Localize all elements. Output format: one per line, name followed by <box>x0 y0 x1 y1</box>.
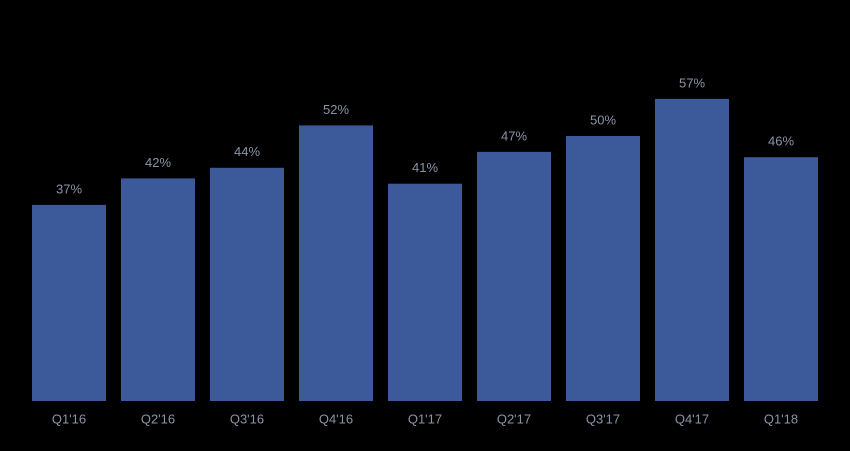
bar <box>121 178 195 401</box>
x-tick-label: Q3'16 <box>230 411 264 426</box>
bar <box>210 167 284 401</box>
value-label: 44% <box>234 144 260 159</box>
bar <box>655 98 729 402</box>
x-tick-label: Q1'16 <box>52 411 86 426</box>
value-label: 47% <box>501 128 527 143</box>
x-tick-label: Q1'17 <box>408 411 442 426</box>
value-label: 41% <box>412 160 438 175</box>
x-tick-label: Q1'18 <box>764 411 798 426</box>
value-label: 50% <box>590 112 616 127</box>
value-label: 46% <box>768 134 794 149</box>
bar <box>744 157 818 401</box>
value-label: 52% <box>323 102 349 117</box>
bar <box>32 204 106 401</box>
x-tick-label: Q4'16 <box>319 411 353 426</box>
value-label: 37% <box>56 181 82 196</box>
value-label: 57% <box>679 75 705 90</box>
value-label: 42% <box>145 155 171 170</box>
bar <box>566 136 640 401</box>
x-tick-label: Q2'16 <box>141 411 175 426</box>
x-tick-label: Q4'17 <box>675 411 709 426</box>
bar <box>388 183 462 401</box>
x-tick-label: Q3'17 <box>586 411 620 426</box>
x-tick-label: Q2'17 <box>497 411 531 426</box>
bar <box>477 151 551 401</box>
bar <box>299 125 373 402</box>
